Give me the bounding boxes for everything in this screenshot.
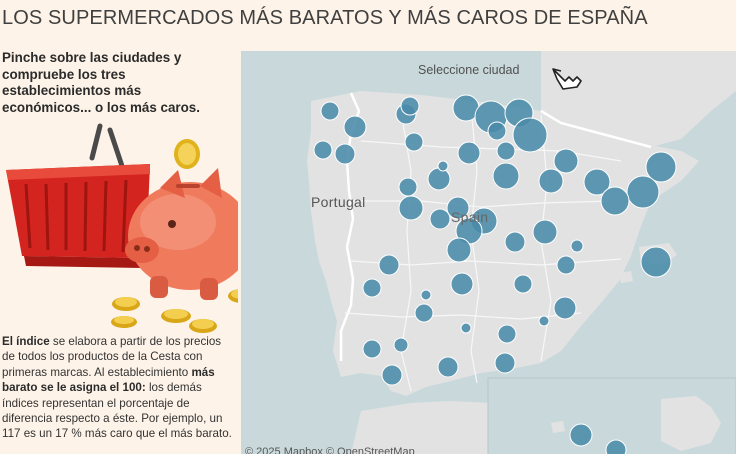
city-map[interactable]: Seleccione ciudad Portugal Spain © 2025 …: [241, 51, 736, 454]
desc-text-2: los demás índices representan el porcent…: [2, 381, 232, 441]
city-marker[interactable]: [362, 339, 382, 359]
city-marker[interactable]: [460, 322, 472, 334]
city-marker[interactable]: [437, 356, 459, 378]
city-marker[interactable]: [429, 208, 451, 230]
city-marker[interactable]: [640, 246, 672, 278]
city-marker[interactable]: [457, 141, 481, 165]
label-portugal: Portugal: [311, 194, 366, 210]
city-marker[interactable]: [600, 186, 630, 216]
desc-bold-1: El índice: [2, 335, 50, 348]
city-marker[interactable]: [487, 121, 507, 141]
city-marker[interactable]: [532, 219, 558, 245]
city-marker[interactable]: [605, 439, 627, 454]
map-hint: Seleccione ciudad: [418, 63, 520, 77]
city-marker[interactable]: [492, 162, 520, 190]
left-panel: Pinche sobre las ciudades y compruebe lo…: [0, 46, 256, 454]
piggy-bank-icon: [125, 168, 252, 300]
city-marker[interactable]: [496, 141, 516, 161]
city-marker[interactable]: [393, 337, 409, 353]
city-marker[interactable]: [398, 195, 424, 221]
city-marker[interactable]: [494, 352, 516, 374]
city-marker[interactable]: [414, 303, 434, 323]
city-marker[interactable]: [313, 140, 333, 160]
map-canvas: [307, 51, 736, 454]
city-marker[interactable]: [497, 324, 517, 344]
desc-text-1: se elabora a partir de los precios de to…: [2, 335, 222, 379]
city-marker[interactable]: [446, 196, 470, 220]
land-canary: [551, 396, 721, 451]
city-marker[interactable]: [378, 254, 400, 276]
city-marker[interactable]: [381, 364, 403, 386]
pointer-hand-icon: [552, 68, 582, 90]
city-marker[interactable]: [343, 115, 367, 139]
city-marker[interactable]: [553, 148, 579, 174]
city-marker[interactable]: [420, 289, 432, 301]
map-attribution[interactable]: © 2025 Mapbox © OpenStreetMap: [245, 446, 415, 454]
city-marker[interactable]: [320, 101, 340, 121]
city-marker[interactable]: [512, 117, 548, 153]
city-marker[interactable]: [504, 231, 526, 253]
land-iberia: [307, 91, 699, 396]
desc-bold-2: más barato se le asigna el 100:: [2, 365, 215, 395]
city-marker[interactable]: [362, 278, 382, 298]
city-markers[interactable]: [313, 94, 677, 454]
city-marker[interactable]: [538, 168, 564, 194]
city-marker[interactable]: [513, 274, 533, 294]
city-marker[interactable]: [446, 237, 472, 263]
city-marker[interactable]: [427, 167, 451, 191]
city-marker[interactable]: [583, 168, 611, 196]
intro-text: Pinche sobre las ciudades y compruebe lo…: [2, 50, 200, 115]
shopping-basket-icon: [6, 123, 150, 268]
city-marker[interactable]: [450, 272, 474, 296]
border-pyrenees: [540, 109, 652, 149]
city-marker[interactable]: [334, 143, 356, 165]
city-marker[interactable]: [569, 423, 593, 447]
city-marker[interactable]: [553, 296, 577, 320]
page-title: LOS SUPERMERCADOS MÁS BARATOS Y MÁS CARO…: [2, 7, 648, 29]
savings-illustration: [0, 118, 256, 338]
city-marker[interactable]: [570, 239, 584, 253]
land-france: [541, 51, 736, 147]
city-marker[interactable]: [626, 175, 660, 209]
city-marker[interactable]: [398, 177, 418, 197]
label-spain: Spain: [451, 209, 489, 225]
city-marker[interactable]: [404, 132, 424, 152]
city-marker[interactable]: [400, 96, 420, 116]
city-marker[interactable]: [538, 315, 550, 327]
city-marker[interactable]: [645, 151, 677, 183]
city-marker[interactable]: [437, 160, 449, 172]
city-marker[interactable]: [556, 255, 576, 275]
index-description: El índice se elabora a partir de los pre…: [2, 334, 236, 442]
